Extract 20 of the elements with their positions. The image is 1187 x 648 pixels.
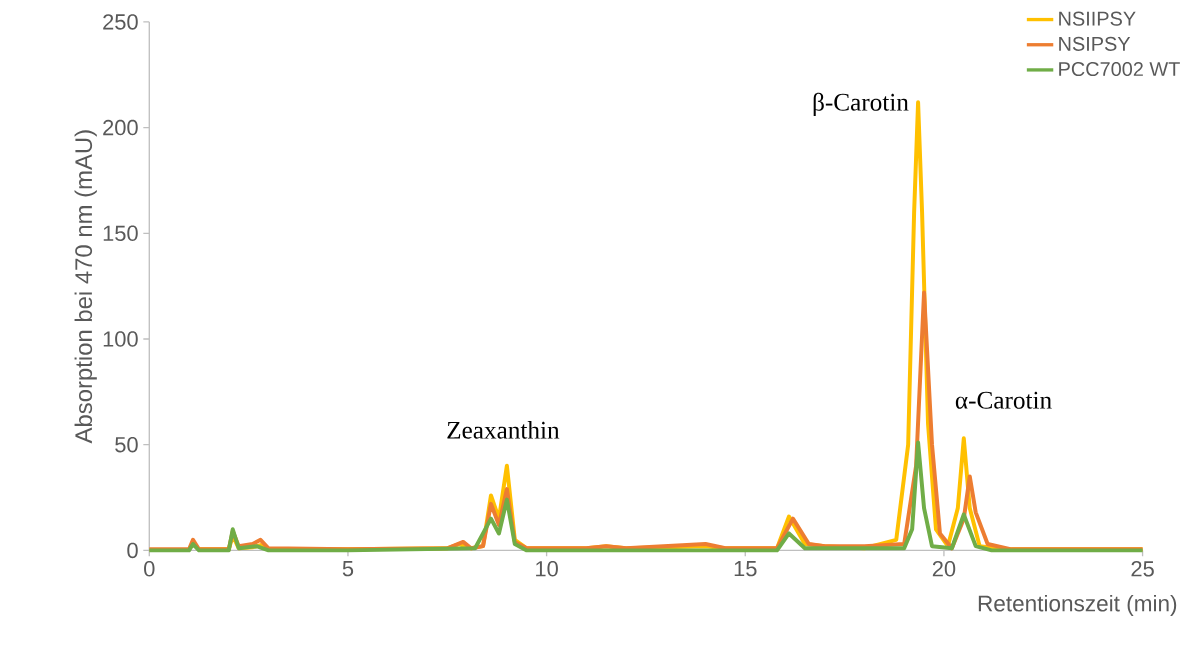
annotation: β-Carotin: [813, 92, 909, 116]
x-tick-label: 0: [144, 561, 155, 577]
x-tick-label: 5: [342, 561, 354, 577]
y-tick-label: 200: [103, 119, 138, 136]
y-axis-title: Absorption bei 470 nm (mAU): [74, 130, 97, 444]
y-tick-label: 100: [103, 331, 138, 347]
y-tick-label: 150: [103, 225, 138, 242]
annotation: Zeaxanthin: [447, 421, 560, 439]
x-axis-title: Retentionszeit (min): [978, 594, 1177, 616]
legend-label: PCC7002 WT: [1059, 62, 1180, 77]
x-tick-label: 15: [734, 561, 757, 577]
legend-label: NSIIPSY: [1059, 11, 1136, 26]
y-tick-label: 250: [103, 14, 138, 30]
y-tick-label: 50: [115, 436, 138, 453]
annotation: α-Carotin: [955, 391, 1052, 409]
x-tick-label: 10: [536, 561, 558, 577]
legend-label: NSIPSY: [1059, 36, 1131, 51]
x-tick-label: 20: [932, 561, 956, 577]
x-tick-label: 25: [1131, 561, 1154, 577]
y-tick-label: 0: [127, 542, 138, 559]
